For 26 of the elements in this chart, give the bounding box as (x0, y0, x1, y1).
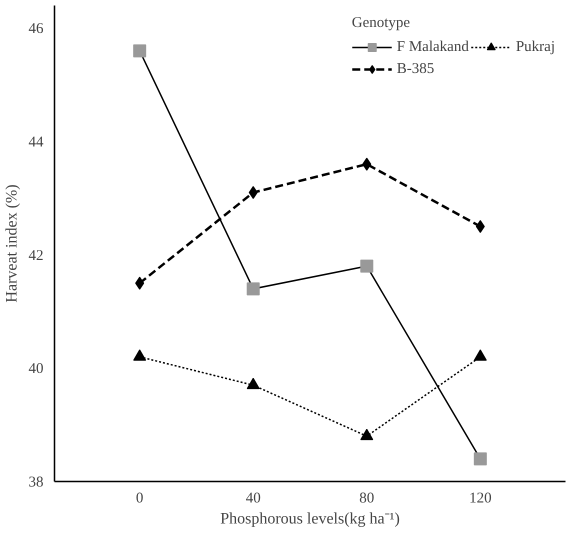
point (362, 158, 372, 171)
point (246, 378, 260, 390)
point (133, 349, 146, 361)
x-tick-label: 0 (136, 490, 144, 506)
legend-label: Pukraj (516, 38, 555, 56)
x-axis-title: Phosphorous levels(kg ha⁻¹) (220, 510, 400, 528)
y-tick-label: 46 (28, 21, 44, 38)
point (474, 349, 487, 361)
point (248, 186, 258, 199)
x-tick-label: 80 (359, 490, 374, 506)
legend-title: Genotype (352, 15, 412, 32)
y-tick-label: 40 (28, 361, 44, 378)
x-tick-label: 40 (246, 490, 261, 506)
point (360, 428, 374, 440)
y-tick-label: 38 (28, 474, 44, 490)
point (133, 44, 146, 58)
y-tick-label: 42 (28, 248, 44, 264)
point (246, 282, 260, 296)
y-axis-title: Harveat index (%) (4, 184, 20, 303)
point (360, 260, 374, 273)
legend-label: F Malakand (396, 38, 469, 56)
point (476, 220, 485, 233)
y-tick-label: 44 (28, 134, 44, 150)
x-tick-label: 120 (469, 490, 492, 506)
legend-label: B-385 (396, 60, 434, 78)
point (135, 276, 144, 290)
